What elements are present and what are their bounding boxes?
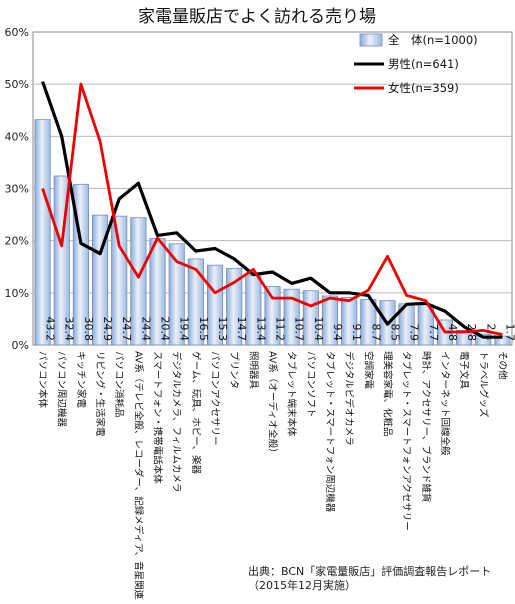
x-tick-label: デジタルカメラ、フィルムカメラ — [171, 351, 183, 492]
bar — [206, 264, 224, 346]
bar — [34, 119, 51, 346]
y-tick-label: 30% — [5, 183, 29, 196]
y-tick-label: 0% — [12, 339, 29, 352]
bar — [494, 335, 511, 346]
legend-label-male: 男性(n=641) — [388, 57, 459, 71]
x-tick-label: トラベルグッズ — [477, 351, 489, 418]
bar — [283, 288, 300, 346]
source-line-2: （2015年12月実施） — [248, 579, 356, 592]
bar-value-label: 4.8 — [446, 324, 459, 342]
y-tick-label: 60% — [5, 26, 29, 39]
x-tick-label: パソコン本体 — [37, 351, 49, 409]
bar — [130, 217, 147, 346]
bar-value-label: 43.2 — [44, 317, 57, 342]
bar — [341, 297, 358, 346]
bar-value-label: 9.1 — [350, 324, 363, 342]
bar-value-label: 8.7 — [369, 324, 382, 342]
bar-value-label: 7.7 — [427, 324, 440, 342]
bar-value-label: 13.4 — [254, 317, 267, 342]
bar-value-label: 2.8 — [465, 324, 478, 342]
x-tick-label: スマートフォン・携帯電話本体 — [152, 351, 164, 484]
bar-value-label: 19.4 — [178, 317, 191, 342]
x-tick-label: インターネット回線全般 — [439, 351, 451, 456]
x-tick-label: タブレット端末本体 — [286, 351, 298, 437]
y-tick-label: 20% — [5, 235, 29, 248]
x-tick-label: 空調家電 — [362, 351, 374, 390]
bar — [187, 258, 204, 346]
y-tick-label: 50% — [5, 78, 29, 91]
legend-swatch-total — [359, 33, 383, 47]
x-tick-label: タブレット・スマートフォン周辺機器 — [324, 351, 336, 513]
bar-value-label: 8.5 — [388, 324, 401, 342]
x-tick-label: 照明器具 — [247, 351, 258, 390]
bar — [456, 329, 473, 346]
bar — [475, 333, 492, 346]
bar-value-label: 11.2 — [274, 317, 287, 342]
x-tick-label: タブレット・スマートフォンアクセサリー — [401, 351, 413, 531]
source-line-1: 出典：BCN「家電量販店」評価調査報告レポート — [248, 565, 492, 578]
bar-value-label: 14.7 — [235, 317, 248, 342]
female-series-line — [41, 82, 503, 336]
bar-value-label: 30.8 — [82, 317, 95, 342]
x-tick-label: パソコンアクセサリー — [209, 351, 220, 446]
bar — [226, 267, 243, 346]
source-note: 出典：BCN「家電量販店」評価調査報告レポート （2015年12月実施） — [248, 565, 510, 593]
bar-value-label: 32.4 — [63, 317, 76, 342]
x-tick-label: パソコン周辺機器 — [56, 351, 68, 428]
bar-value-label: 24.9 — [101, 317, 114, 342]
y-tick-label: 40% — [5, 130, 29, 143]
x-tick-label: AV系（テレビ全般、レコーダー、記録メディア、音星関連） — [132, 351, 144, 600]
bar-value-label: 1.7 — [503, 323, 515, 341]
bar-value-label: 7.9 — [408, 324, 421, 342]
x-tick-label: AV系（オーディオ全般） — [267, 351, 279, 458]
bar — [111, 215, 128, 346]
legend-label-female: 女性(n=359) — [388, 81, 459, 95]
bar-value-label: 24.7 — [120, 317, 133, 342]
x-tick-label: その他 — [496, 351, 508, 380]
legend-label-total: 全 体(n=1000) — [388, 33, 478, 47]
x-tick-label: ゲーム、玩具、ホビー、楽器 — [190, 351, 202, 475]
bar — [264, 286, 281, 346]
bar — [321, 295, 339, 346]
x-tick-label: 時計、アクセサリー、ブランド雑貨 — [420, 351, 432, 502]
bar-value-label: 16.5 — [197, 317, 210, 342]
bar-value-label: 10.4 — [312, 317, 325, 342]
x-tick-label: 電子文具 — [458, 351, 470, 390]
x-tick-label: 理美容家電、化粧品 — [381, 351, 393, 437]
x-tick-label: リビング・生活家電 — [94, 351, 106, 437]
bar-value-label: 15.3 — [216, 317, 229, 342]
chart-title: 家電量販店でよく訪れる売り場 — [138, 7, 376, 27]
bar-value-label: 9.4 — [331, 324, 344, 342]
bar — [360, 299, 377, 346]
bar — [168, 243, 185, 346]
bar-value-label: 20.4 — [159, 317, 172, 342]
y-tick-label: 10% — [5, 287, 29, 300]
bar-value-label: 24.4 — [139, 317, 152, 342]
bar-value-label: 2.1 — [484, 324, 497, 342]
x-tick-label: キッチン家電 — [75, 351, 87, 409]
bar-value-label: 10.7 — [293, 317, 306, 342]
x-tick-label: パソコン消耗品 — [113, 351, 125, 418]
x-tick-label: プリンタ — [228, 351, 239, 389]
x-tick-label: デジタルビデオカメラ — [343, 351, 355, 446]
x-tick-label: パソコンソフト — [305, 351, 316, 418]
